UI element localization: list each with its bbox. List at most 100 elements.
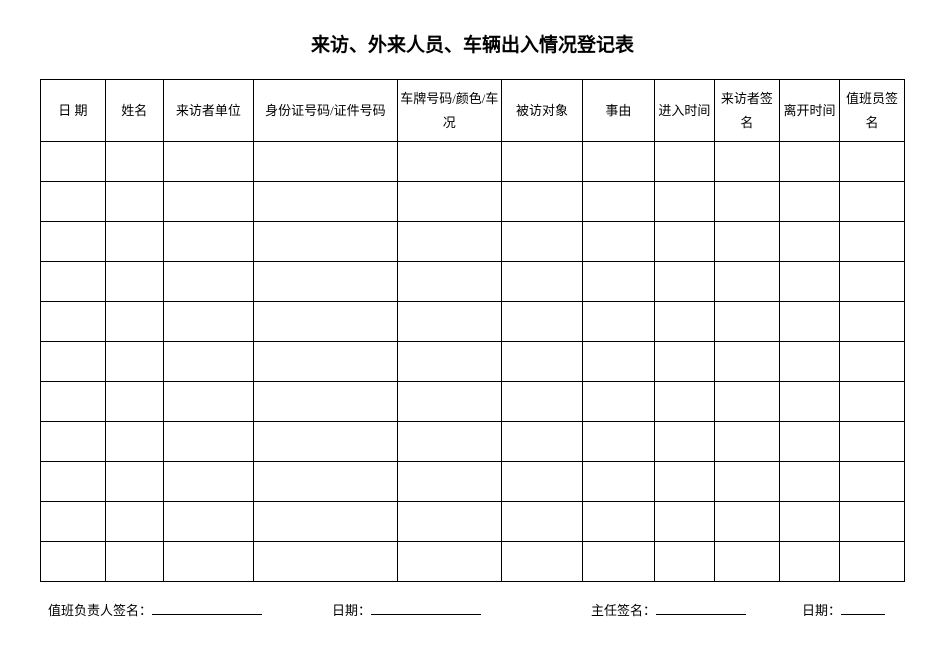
table-cell bbox=[582, 182, 654, 222]
table-cell bbox=[105, 302, 163, 342]
table-cell bbox=[582, 542, 654, 582]
table-cell bbox=[163, 342, 253, 382]
table-cell bbox=[254, 222, 398, 262]
register-table: 日 期 姓名 来访者单位 身份证号码/证件号码 车牌号码/颜色/车况 被访对象 … bbox=[40, 79, 905, 582]
table-cell bbox=[501, 502, 582, 542]
table-cell bbox=[397, 222, 501, 262]
table-cell bbox=[254, 542, 398, 582]
table-cell bbox=[41, 502, 106, 542]
table-cell bbox=[779, 182, 839, 222]
table-cell bbox=[41, 302, 106, 342]
table-cell bbox=[654, 302, 714, 342]
table-cell bbox=[779, 262, 839, 302]
table-cell bbox=[779, 382, 839, 422]
table-cell bbox=[254, 382, 398, 422]
page-title: 来访、外来人员、车辆出入情况登记表 bbox=[40, 30, 905, 57]
table-cell bbox=[254, 502, 398, 542]
table-cell bbox=[779, 302, 839, 342]
table-cell bbox=[254, 422, 398, 462]
table-cell bbox=[715, 182, 780, 222]
footer: 值班负责人签名： 日期： 主任签名： 日期： bbox=[40, 600, 905, 619]
table-cell bbox=[840, 382, 905, 422]
table-cell bbox=[105, 222, 163, 262]
table-cell bbox=[105, 542, 163, 582]
table-cell bbox=[41, 542, 106, 582]
table-cell bbox=[840, 262, 905, 302]
table-cell bbox=[582, 422, 654, 462]
table-cell bbox=[840, 302, 905, 342]
table-row bbox=[41, 342, 905, 382]
table-cell bbox=[715, 342, 780, 382]
header-date: 日 期 bbox=[41, 80, 106, 142]
table-cell bbox=[779, 422, 839, 462]
table-cell bbox=[582, 382, 654, 422]
table-cell bbox=[654, 542, 714, 582]
table-cell bbox=[163, 302, 253, 342]
footer-director-sign-line bbox=[656, 602, 746, 615]
table-cell bbox=[105, 422, 163, 462]
table-cell bbox=[501, 222, 582, 262]
table-cell bbox=[163, 502, 253, 542]
header-visitor-sign: 来访者签名 bbox=[715, 80, 780, 142]
table-cell bbox=[501, 422, 582, 462]
table-cell bbox=[715, 142, 780, 182]
table-cell bbox=[397, 262, 501, 302]
table-cell bbox=[654, 222, 714, 262]
header-idnum: 身份证号码/证件号码 bbox=[254, 80, 398, 142]
table-cell bbox=[501, 542, 582, 582]
footer-gap-1 bbox=[262, 600, 332, 619]
table-cell bbox=[41, 182, 106, 222]
table-cell bbox=[41, 262, 106, 302]
table-cell bbox=[840, 182, 905, 222]
table-cell bbox=[840, 462, 905, 502]
table-cell bbox=[105, 502, 163, 542]
table-cell bbox=[105, 342, 163, 382]
table-cell bbox=[582, 342, 654, 382]
table-cell bbox=[254, 462, 398, 502]
footer-gap-3 bbox=[746, 600, 802, 619]
header-in-time: 进入时间 bbox=[654, 80, 714, 142]
table-cell bbox=[715, 422, 780, 462]
footer-date-1-label: 日期： bbox=[332, 600, 371, 619]
table-cell bbox=[163, 182, 253, 222]
table-cell bbox=[840, 422, 905, 462]
table-cell bbox=[582, 262, 654, 302]
table-body bbox=[41, 142, 905, 582]
footer-duty-sign-line bbox=[152, 602, 262, 615]
table-cell bbox=[582, 502, 654, 542]
table-cell bbox=[654, 142, 714, 182]
table-cell bbox=[501, 342, 582, 382]
table-cell bbox=[715, 382, 780, 422]
table-cell bbox=[840, 142, 905, 182]
table-header-row: 日 期 姓名 来访者单位 身份证号码/证件号码 车牌号码/颜色/车况 被访对象 … bbox=[41, 80, 905, 142]
header-unit: 来访者单位 bbox=[163, 80, 253, 142]
footer-date-1-line bbox=[371, 602, 481, 615]
table-row bbox=[41, 262, 905, 302]
table-cell bbox=[397, 342, 501, 382]
table-cell bbox=[779, 142, 839, 182]
table-cell bbox=[779, 342, 839, 382]
table-cell bbox=[582, 302, 654, 342]
table-cell bbox=[715, 462, 780, 502]
header-name: 姓名 bbox=[105, 80, 163, 142]
table-cell bbox=[582, 462, 654, 502]
table-cell bbox=[105, 182, 163, 222]
footer-director-sign-label: 主任签名： bbox=[591, 600, 656, 619]
table-header: 日 期 姓名 来访者单位 身份证号码/证件号码 车牌号码/颜色/车况 被访对象 … bbox=[41, 80, 905, 142]
table-cell bbox=[163, 542, 253, 582]
table-cell bbox=[254, 342, 398, 382]
table-cell bbox=[715, 222, 780, 262]
table-cell bbox=[779, 222, 839, 262]
header-out-time: 离开时间 bbox=[779, 80, 839, 142]
table-cell bbox=[582, 142, 654, 182]
table-cell bbox=[779, 542, 839, 582]
table-cell bbox=[715, 502, 780, 542]
footer-duty-sign-label: 值班负责人签名： bbox=[48, 600, 152, 619]
table-cell bbox=[397, 542, 501, 582]
table-row bbox=[41, 542, 905, 582]
table-cell bbox=[397, 182, 501, 222]
table-cell bbox=[397, 502, 501, 542]
table-cell bbox=[715, 302, 780, 342]
table-cell bbox=[840, 342, 905, 382]
table-cell bbox=[501, 302, 582, 342]
